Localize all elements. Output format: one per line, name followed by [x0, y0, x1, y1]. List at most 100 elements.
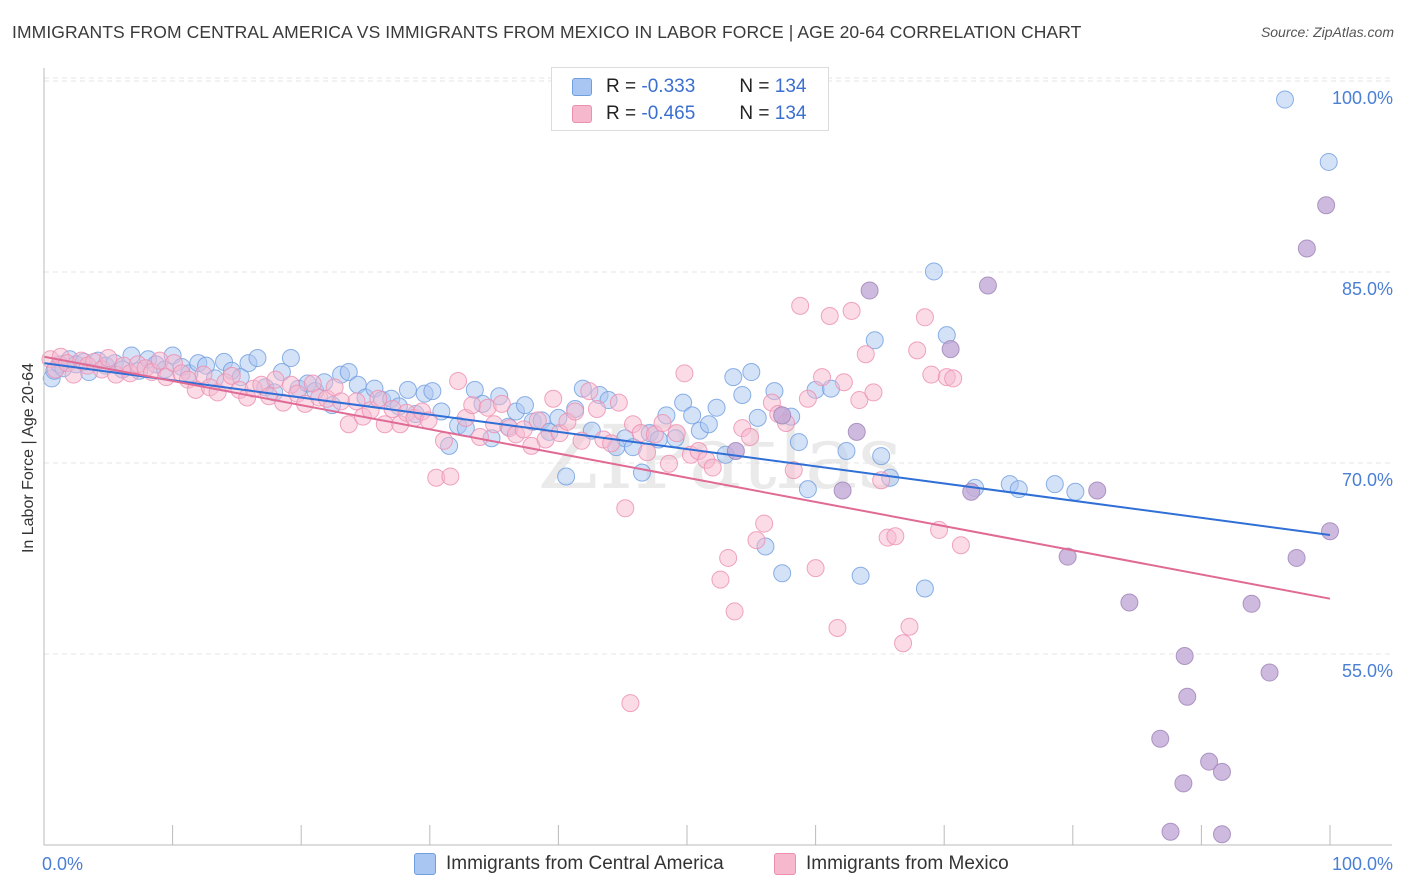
- trend-line-mexico: [43, 355, 1331, 600]
- point-overlap: [1212, 762, 1231, 781]
- point-overlap: [1088, 481, 1107, 500]
- correlation-legend: R = -0.333 N = 134 R = -0.465 N = 134: [551, 67, 829, 131]
- bottom-legend-central-america: Immigrants from Central America: [414, 852, 724, 876]
- point-mexico: [784, 461, 803, 480]
- point-mexico: [864, 383, 883, 402]
- point-overlap: [1178, 687, 1197, 706]
- point-mexico: [580, 382, 599, 401]
- point-mexico: [222, 366, 241, 385]
- point-central-america: [924, 262, 943, 281]
- point-mexico: [638, 443, 657, 462]
- legend-swatch-pink: [572, 105, 592, 123]
- point-mexico: [791, 296, 810, 315]
- point-mexico: [894, 634, 913, 653]
- point-central-america: [699, 415, 718, 434]
- point-central-america: [798, 480, 817, 499]
- y-axis-label: In Labor Force | Age 20-64: [20, 362, 37, 554]
- point-mexico: [900, 617, 919, 636]
- bottom-legend-label: Immigrants from Mexico: [806, 853, 1009, 874]
- point-central-america: [515, 396, 534, 415]
- legend-r-label: R =: [606, 103, 637, 124]
- point-mexico: [842, 301, 861, 320]
- point-mexico: [886, 527, 905, 546]
- point-mexico: [806, 559, 825, 578]
- point-overlap: [978, 276, 997, 295]
- point-mexico: [944, 369, 963, 388]
- legend-r-label: R =: [606, 76, 637, 97]
- point-central-america: [733, 385, 752, 404]
- point-mexico: [711, 570, 730, 589]
- axes: [43, 68, 1392, 846]
- point-overlap: [1175, 646, 1194, 665]
- point-central-america: [1319, 152, 1338, 171]
- chart-title: IMMIGRANTS FROM CENTRAL AMERICA VS IMMIG…: [12, 22, 1082, 42]
- point-mexico: [99, 349, 118, 368]
- point-overlap: [1287, 548, 1306, 567]
- point-central-america: [248, 349, 267, 368]
- y-tick-label: 85.0%: [1342, 279, 1393, 299]
- point-central-america: [1066, 482, 1085, 501]
- point-mexico: [922, 365, 941, 384]
- point-overlap: [1174, 774, 1193, 793]
- point-mexico: [616, 499, 635, 518]
- point-mexico: [544, 389, 563, 408]
- trend-lines: [43, 355, 1331, 600]
- y-tick-label: 55.0%: [1342, 661, 1393, 681]
- point-overlap: [1212, 825, 1231, 844]
- point-mexico: [528, 411, 547, 430]
- point-overlap: [847, 422, 866, 441]
- point-mexico: [609, 393, 628, 412]
- point-mexico: [828, 618, 847, 637]
- point-overlap: [1260, 663, 1279, 682]
- point-mexico: [463, 396, 482, 415]
- point-central-america: [773, 564, 792, 583]
- tick-labels: 55.0% 70.0% 85.0% 100.0% 0.0% 100.0%: [42, 88, 1393, 874]
- point-central-america: [851, 566, 870, 585]
- legend-n-label: N =: [739, 76, 770, 97]
- point-central-america: [724, 368, 743, 387]
- point-central-america: [872, 447, 891, 466]
- point-central-america: [915, 579, 934, 598]
- point-mexico: [915, 308, 934, 327]
- point-overlap: [1151, 729, 1170, 748]
- point-overlap: [1120, 593, 1139, 612]
- point-overlap: [833, 481, 852, 500]
- point-central-america: [1045, 475, 1064, 494]
- point-central-america: [742, 363, 761, 382]
- point-mexico: [813, 368, 832, 387]
- bottom-legend-mexico: Immigrants from Mexico: [774, 852, 1009, 876]
- source-label: Source: ZipAtlas.com: [1260, 24, 1394, 40]
- point-mexico: [703, 458, 722, 477]
- legend-row-mexico: R = -0.465 N = 134: [572, 102, 806, 126]
- point-mexico: [820, 307, 839, 326]
- point-mexico: [741, 427, 760, 446]
- point-mexico: [339, 415, 358, 434]
- legend-swatch-blue: [572, 78, 592, 96]
- bottom-legend-label: Immigrants from Central America: [446, 853, 724, 874]
- point-mexico: [659, 454, 678, 473]
- bottom-legend-swatch-blue: [414, 853, 436, 875]
- point-mexico: [755, 514, 774, 533]
- point-mexico: [441, 467, 460, 486]
- point-overlap: [1161, 822, 1180, 841]
- point-mexico: [449, 371, 468, 390]
- point-central-america: [789, 433, 808, 452]
- legend-n-value: 134: [774, 103, 807, 124]
- point-central-america: [837, 441, 856, 460]
- legend-r-value: -0.333: [641, 76, 696, 97]
- point-overlap: [1317, 196, 1336, 215]
- point-overlap: [773, 406, 792, 425]
- point-central-america: [865, 331, 884, 350]
- point-mexico: [834, 373, 853, 392]
- point-overlap: [860, 281, 879, 300]
- legend-n-label: N =: [739, 103, 770, 124]
- point-overlap: [1200, 752, 1219, 771]
- point-mexico: [667, 424, 686, 443]
- trend-line-central-america: [43, 362, 1331, 537]
- point-central-america: [1275, 90, 1294, 109]
- point-overlap: [941, 340, 960, 359]
- point-central-america: [398, 380, 417, 399]
- point-mexico: [850, 391, 869, 410]
- point-mexico: [587, 399, 606, 418]
